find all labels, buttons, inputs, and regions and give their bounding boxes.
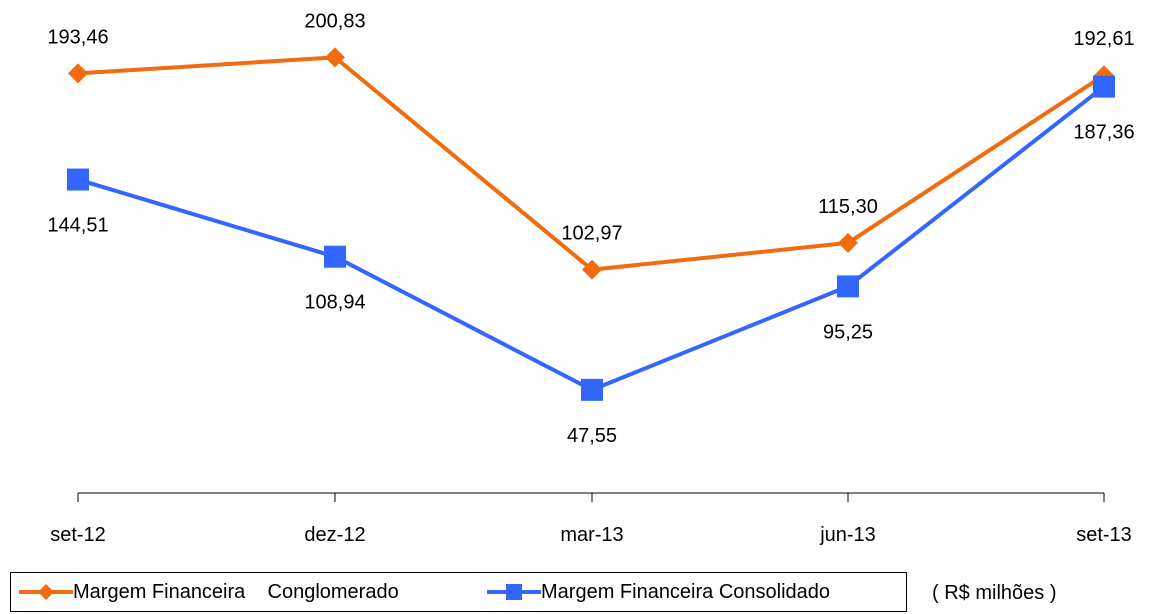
orange-diamond-line-icon — [19, 584, 73, 600]
data-label: 102,97 — [561, 223, 622, 245]
data-label: 144,51 — [47, 215, 108, 237]
data-point-square — [1093, 75, 1115, 98]
data-point-diamond — [838, 232, 858, 253]
data-point-square — [581, 378, 603, 401]
data-label: 200,83 — [304, 10, 365, 32]
unit-note: ( R$ milhões ) — [932, 582, 1057, 604]
data-label: 115,30 — [818, 196, 878, 218]
data-point-square — [67, 168, 89, 191]
data-label: 95,25 — [823, 321, 873, 343]
x-tick-label: set-12 — [50, 524, 106, 546]
data-point-diamond — [325, 47, 345, 68]
data-labels: 193,46 200,83 102,97 115,30 192,61 144,51 108,… — [47, 10, 1134, 446]
legend-item-consolidado: Margem Financeira Consolidado — [487, 573, 830, 611]
blue-square-line-icon — [487, 584, 541, 600]
series-layer — [67, 47, 1115, 401]
x-tick-label: dez-12 — [304, 524, 365, 546]
data-label: 187,36 — [1073, 122, 1134, 144]
legend-item-conglomerado: Margem Financeira Conglomerado — [19, 573, 399, 611]
x-tick-label: mar-13 — [560, 524, 623, 546]
data-label: 192,61 — [1073, 28, 1134, 50]
x-tick-label: jun-13 — [819, 524, 876, 546]
data-label: 193,46 — [47, 26, 108, 48]
data-point-square — [324, 245, 346, 268]
legend-label-consolidado: Margem Financeira Consolidado — [541, 580, 831, 603]
data-point-diamond — [68, 63, 88, 84]
x-tick-label: set-13 — [1076, 524, 1132, 546]
data-label: 47,55 — [567, 425, 617, 447]
data-label: 108,94 — [304, 292, 365, 314]
data-point-diamond — [582, 259, 602, 280]
line-chart: set-12 dez-12 mar-13 jun-13 set-13 193,46 200… — [47, 10, 1134, 546]
legend-label-conglomerado: Margem Financeira Conglomerado — [73, 580, 399, 603]
x-axis-ticks: set-12 dez-12 mar-13 jun-13 set-13 — [50, 493, 1132, 546]
data-point-square — [837, 275, 859, 298]
legend: Margem Financeira Conglomerado Margem Fi… — [10, 572, 907, 612]
